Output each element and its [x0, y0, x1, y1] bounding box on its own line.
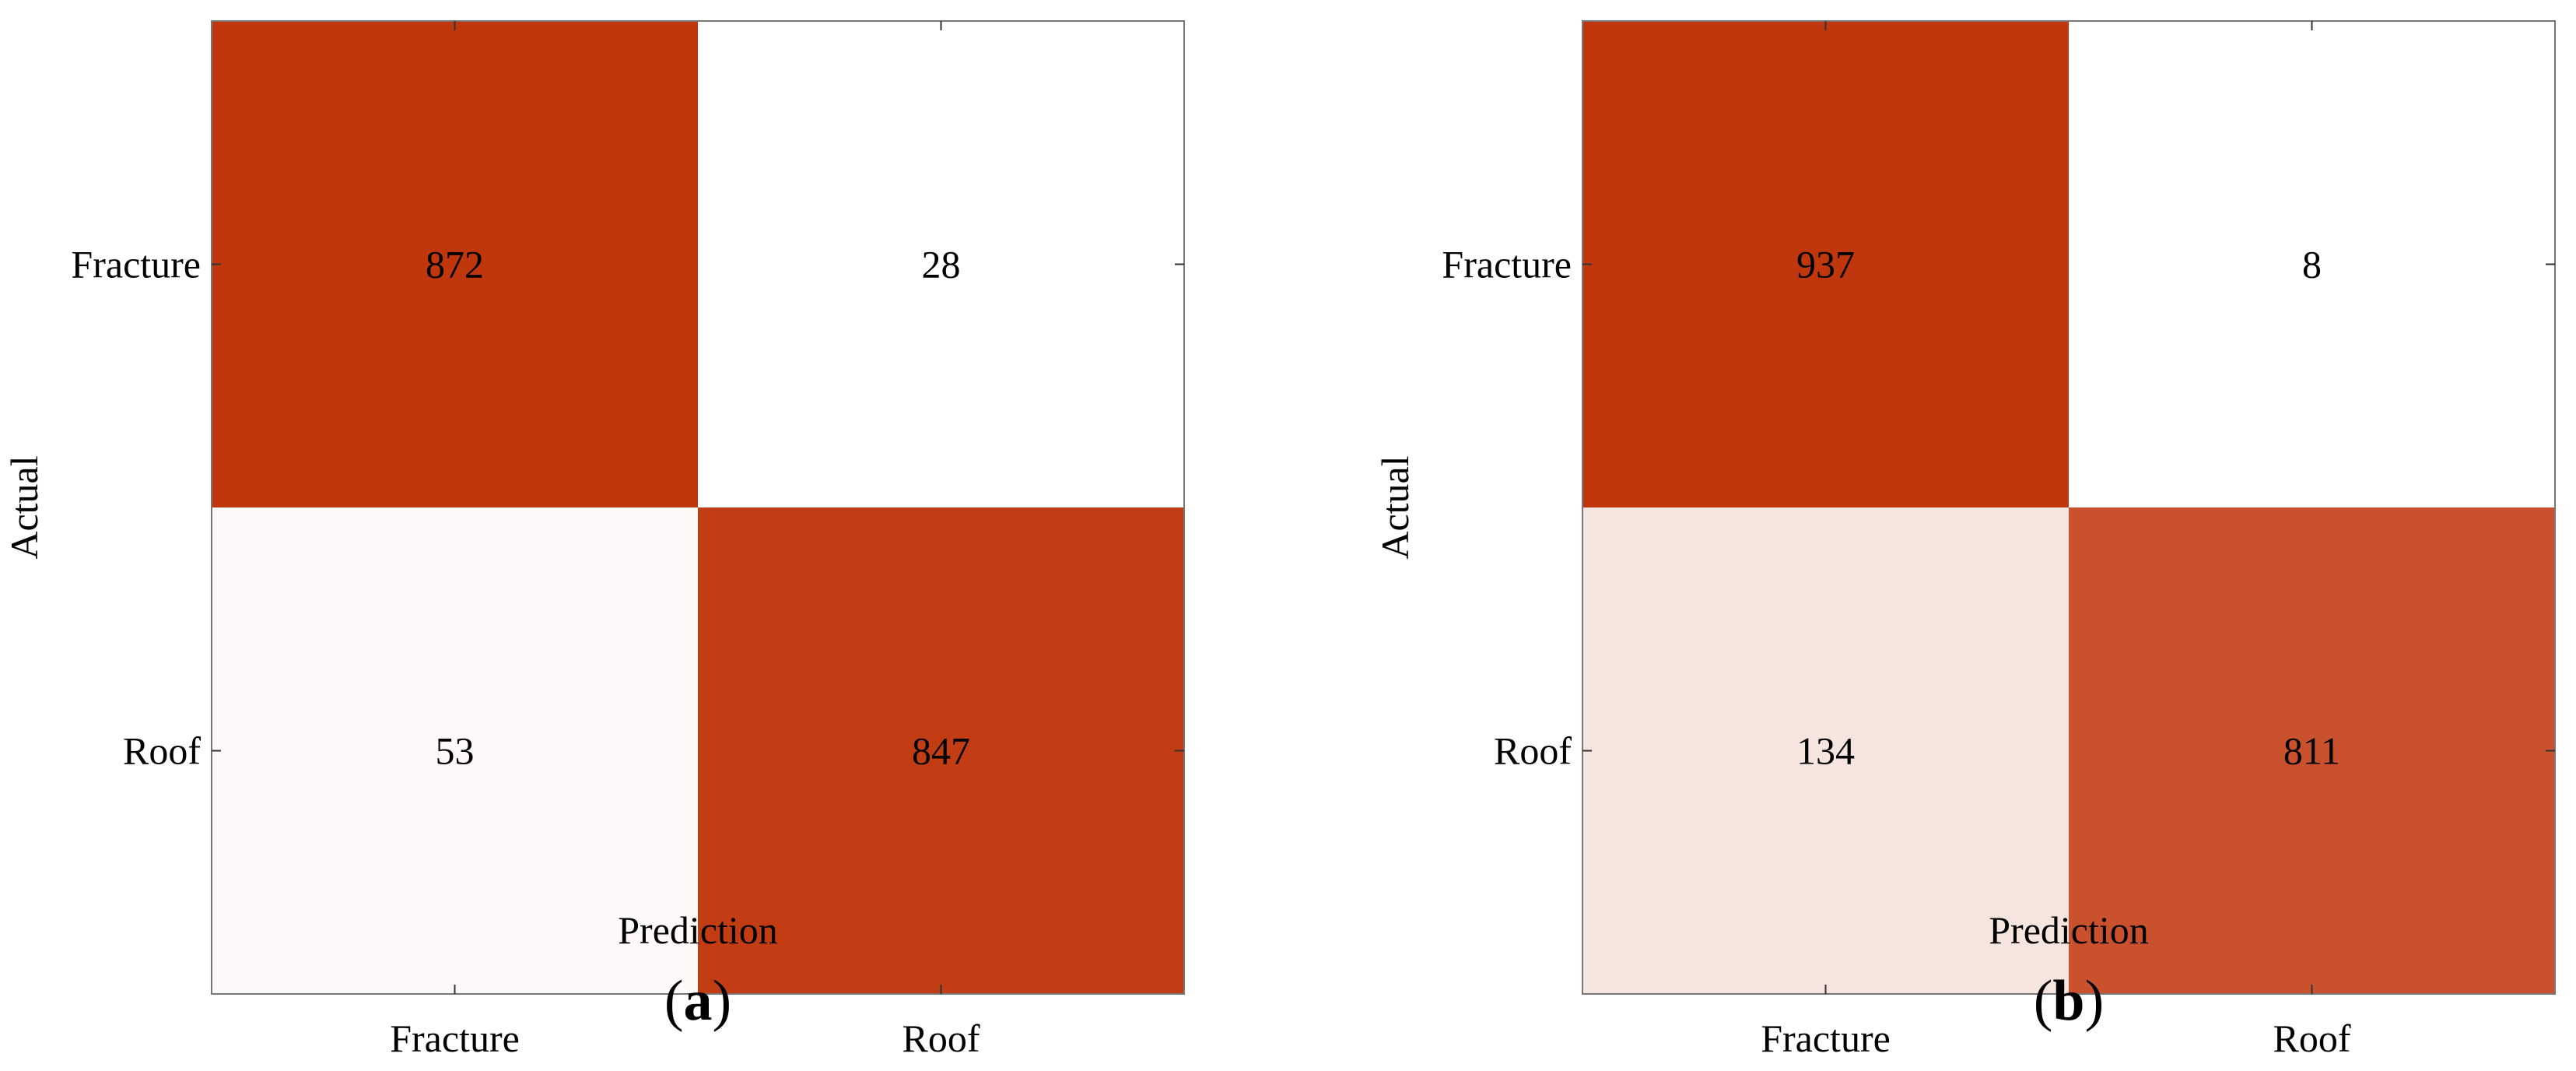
cell-value-label: 134	[1796, 729, 1855, 773]
x-axis-label: Prediction	[1989, 908, 2149, 952]
y-tick-label: Fracture	[71, 243, 201, 286]
y-tick-label: Roof	[123, 729, 201, 773]
confusion-matrix-panel-a: 872 28 53 847 Fracture Roof Fracture Roof Predic…	[2, 20, 1185, 1060]
x-tick-label: Roof	[2273, 1017, 2351, 1060]
heatmap-cell	[212, 507, 698, 994]
y-tick-label: Fracture	[1442, 243, 1572, 286]
panel-label: (a)	[664, 969, 731, 1033]
y-tick-label: Roof	[1494, 729, 1572, 773]
x-tick-label: Fracture	[1761, 1017, 1891, 1060]
x-axis-label: Prediction	[618, 908, 778, 952]
cell-value-label: 872	[426, 243, 484, 286]
heatmap-cell	[698, 21, 1184, 507]
heatmap-cell	[698, 507, 1184, 994]
heatmap-cell	[2069, 507, 2555, 994]
cell-value-label: 8	[2302, 243, 2322, 286]
axes-frame	[211, 20, 1185, 995]
heatmap-cell	[1582, 507, 2069, 994]
cell-value-label: 28	[922, 243, 961, 286]
x-tick-label: Fracture	[390, 1017, 520, 1060]
axes-frame	[1582, 20, 2556, 995]
cell-value-label: 811	[2283, 729, 2340, 773]
x-tick-label: Roof	[902, 1017, 980, 1060]
heatmap-cell	[212, 21, 698, 507]
heatmap-cell	[1582, 21, 2069, 507]
panel-label: (b)	[2034, 969, 2104, 1033]
y-axis-label: Actual	[1373, 455, 1417, 559]
cell-value-label: 937	[1796, 243, 1855, 286]
confusion-matrix-panel-b: 937 8 134 811 Fracture Roof Fracture Roof Predic…	[1373, 20, 2556, 1060]
y-axis-label: Actual	[2, 455, 46, 559]
heatmap-cell	[2069, 21, 2555, 507]
cell-value-label: 847	[912, 729, 970, 773]
cell-value-label: 53	[436, 729, 475, 773]
